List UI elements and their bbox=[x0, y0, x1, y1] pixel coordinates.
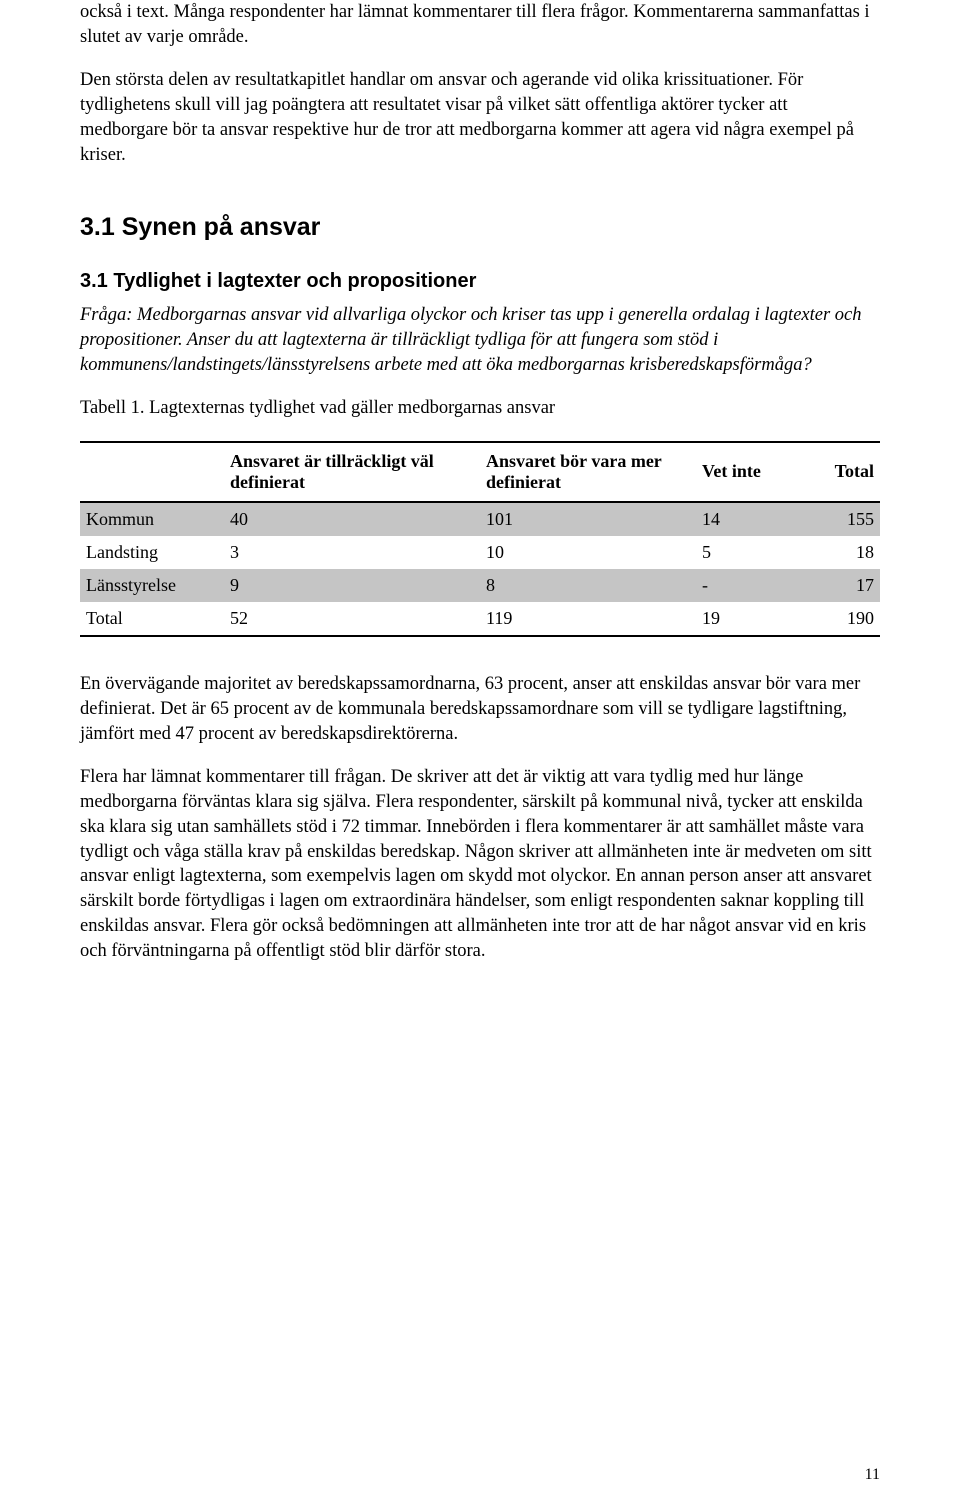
table-row: Total 52 119 19 190 bbox=[80, 602, 880, 636]
table-row: Landsting 3 10 5 18 bbox=[80, 536, 880, 569]
document-page: också i text. Många respondenter har läm… bbox=[0, 0, 960, 1504]
table-cell: Länsstyrelse bbox=[80, 569, 224, 602]
table-header-cell bbox=[80, 442, 224, 502]
table-cell: 10 bbox=[480, 536, 696, 569]
table-header-cell: Vet inte bbox=[696, 442, 792, 502]
table-cell: 19 bbox=[696, 602, 792, 636]
table-header-row: Ansvaret är tillräckligt väl definierat … bbox=[80, 442, 880, 502]
paragraph-intro-2: Den största delen av resultatkapitlet ha… bbox=[80, 68, 880, 168]
table-cell: 5 bbox=[696, 536, 792, 569]
table-header-cell: Ansvaret är tillräckligt väl definierat bbox=[224, 442, 480, 502]
table-header-cell: Total bbox=[792, 442, 880, 502]
question-text: Fråga: Medborgarnas ansvar vid allvarlig… bbox=[80, 303, 880, 378]
section-heading: 3.1 Synen på ansvar bbox=[80, 213, 880, 242]
table-cell: 119 bbox=[480, 602, 696, 636]
table-cell: 155 bbox=[792, 502, 880, 536]
table-header-cell: Ansvaret bör vara mer definierat bbox=[480, 442, 696, 502]
table-cell: 8 bbox=[480, 569, 696, 602]
table-row: Länsstyrelse 9 8 - 17 bbox=[80, 569, 880, 602]
table-cell: Landsting bbox=[80, 536, 224, 569]
table-cell: 190 bbox=[792, 602, 880, 636]
table-cell: 17 bbox=[792, 569, 880, 602]
data-table: Ansvaret är tillräckligt väl definierat … bbox=[80, 441, 880, 637]
table-cell: 101 bbox=[480, 502, 696, 536]
table-cell: 14 bbox=[696, 502, 792, 536]
table-cell: 52 bbox=[224, 602, 480, 636]
table-cell: 9 bbox=[224, 569, 480, 602]
paragraph-analysis-2: Flera har lämnat kommentarer till frågan… bbox=[80, 765, 880, 965]
table-cell: 40 bbox=[224, 502, 480, 536]
page-number: 11 bbox=[865, 1466, 880, 1484]
table-cell: - bbox=[696, 569, 792, 602]
table-cell: 3 bbox=[224, 536, 480, 569]
table-cell: Kommun bbox=[80, 502, 224, 536]
table-body: Kommun 40 101 14 155 Landsting 3 10 5 18… bbox=[80, 502, 880, 636]
table-caption: Tabell 1. Lagtexternas tydlighet vad gäl… bbox=[80, 396, 880, 421]
table-cell: 18 bbox=[792, 536, 880, 569]
paragraph-analysis-1: En övervägande majoritet av beredskapssa… bbox=[80, 672, 880, 747]
table-cell: Total bbox=[80, 602, 224, 636]
table-row: Kommun 40 101 14 155 bbox=[80, 502, 880, 536]
paragraph-intro-1: också i text. Många respondenter har läm… bbox=[80, 0, 880, 50]
subsection-heading: 3.1 Tydlighet i lagtexter och propositio… bbox=[80, 270, 880, 293]
